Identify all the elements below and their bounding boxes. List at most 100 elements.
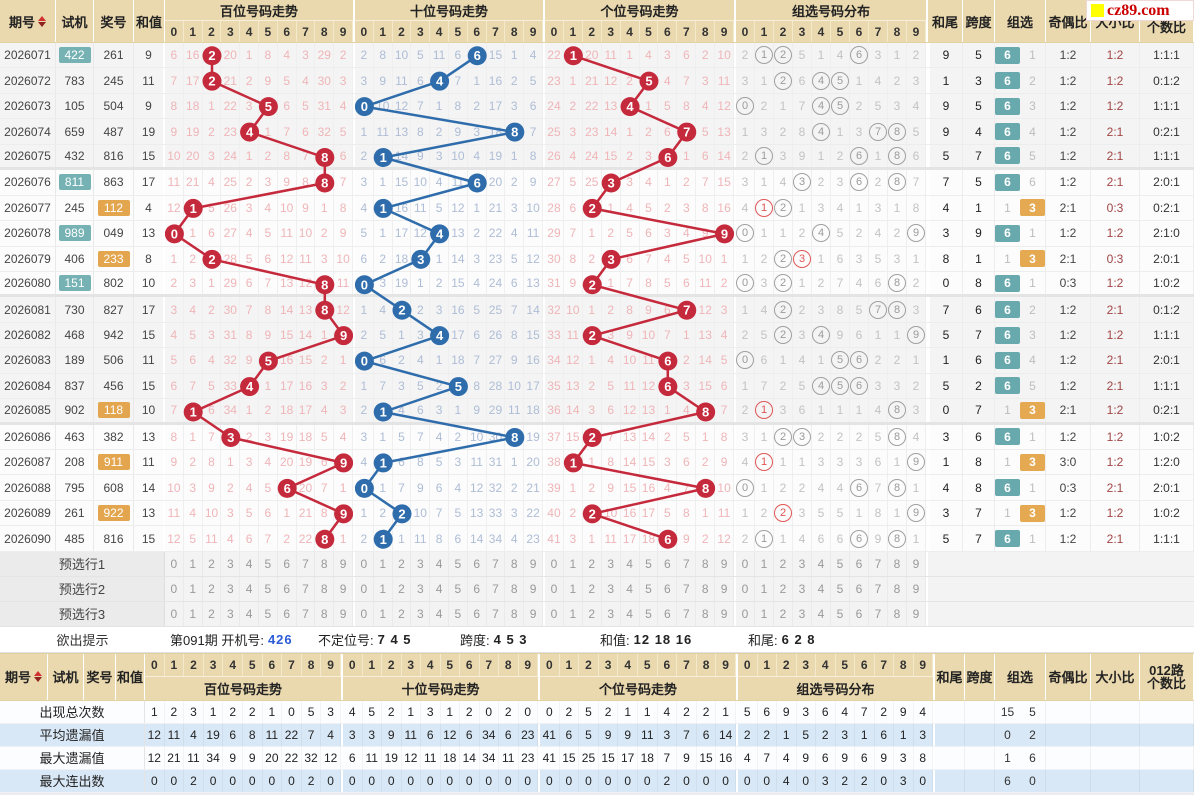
preselect-digit[interactable]: 4 bbox=[430, 551, 449, 576]
preselect-digit[interactable]: 1 bbox=[374, 551, 393, 576]
preselect-digit[interactable]: 1 bbox=[184, 601, 203, 626]
preselect-digit[interactable]: 2 bbox=[203, 576, 222, 601]
preselect-digit[interactable]: 3 bbox=[793, 551, 812, 576]
preselect-digit[interactable]: 8 bbox=[696, 601, 716, 626]
preselect-digit[interactable]: 6 bbox=[468, 576, 487, 601]
preselect-digit[interactable]: 3 bbox=[602, 576, 621, 601]
preselect-digit[interactable]: 7 bbox=[869, 601, 888, 626]
preselect-digit[interactable]: 6 bbox=[850, 576, 869, 601]
preselect-digit[interactable]: 1 bbox=[755, 551, 774, 576]
preselect-digit[interactable]: 7 bbox=[869, 576, 888, 601]
preselect-digit[interactable]: 9 bbox=[715, 551, 735, 576]
preselect-digit[interactable]: 7 bbox=[869, 551, 888, 576]
preselect-digit[interactable]: 1 bbox=[564, 601, 583, 626]
preselect-digit[interactable]: 3 bbox=[221, 551, 241, 576]
preselect-digit[interactable]: 2 bbox=[774, 601, 793, 626]
stats-col-header-qihao[interactable]: 期号 bbox=[0, 653, 48, 700]
preselect-digit[interactable]: 3 bbox=[602, 601, 621, 626]
preselect-digit[interactable]: 9 bbox=[907, 601, 926, 626]
preselect-digit[interactable]: 1 bbox=[184, 576, 203, 601]
preselect-digit[interactable]: 8 bbox=[505, 601, 525, 626]
preselect-digit[interactable]: 5 bbox=[831, 576, 850, 601]
preselect-digit[interactable]: 3 bbox=[602, 551, 621, 576]
preselect-digit[interactable]: 6 bbox=[850, 551, 869, 576]
preselect-digit[interactable]: 5 bbox=[259, 551, 278, 576]
preselect-digit[interactable]: 6 bbox=[658, 601, 678, 626]
preselect-digit[interactable]: 8 bbox=[888, 551, 907, 576]
preselect-digit[interactable]: 5 bbox=[449, 601, 468, 626]
preselect-digit[interactable]: 0 bbox=[165, 601, 184, 626]
preselect-digit[interactable]: 7 bbox=[487, 601, 506, 626]
preselect-digit[interactable]: 7 bbox=[677, 601, 697, 626]
preselect-digit[interactable]: 2 bbox=[203, 551, 222, 576]
preselect-digit[interactable]: 4 bbox=[812, 576, 831, 601]
preselect-digit[interactable]: 3 bbox=[411, 601, 431, 626]
preselect-digit[interactable]: 6 bbox=[278, 601, 297, 626]
preselect-digit[interactable]: 2 bbox=[583, 551, 602, 576]
preselect-digit[interactable]: 5 bbox=[640, 601, 659, 626]
preselect-digit[interactable]: 4 bbox=[240, 601, 259, 626]
preselect-digit[interactable]: 9 bbox=[715, 576, 735, 601]
preselect-digit[interactable]: 4 bbox=[240, 576, 259, 601]
preselect-digit[interactable]: 9 bbox=[524, 601, 543, 626]
preselect-digit[interactable]: 5 bbox=[831, 551, 850, 576]
preselect-digit[interactable]: 8 bbox=[505, 551, 525, 576]
preselect-digit[interactable]: 6 bbox=[658, 576, 678, 601]
preselect-digit[interactable]: 2 bbox=[774, 576, 793, 601]
preselect-digit[interactable]: 2 bbox=[393, 601, 412, 626]
preselect-digit[interactable]: 6 bbox=[278, 576, 297, 601]
preselect-digit[interactable]: 4 bbox=[240, 551, 259, 576]
preselect-digit[interactable]: 5 bbox=[831, 601, 850, 626]
preselect-digit[interactable]: 6 bbox=[278, 551, 297, 576]
preselect-digit[interactable]: 6 bbox=[468, 601, 487, 626]
preselect-digit[interactable]: 7 bbox=[297, 601, 316, 626]
preselect-digit[interactable]: 0 bbox=[355, 576, 374, 601]
preselect-digit[interactable]: 9 bbox=[334, 551, 353, 576]
preselect-digit[interactable]: 3 bbox=[221, 601, 241, 626]
preselect-digit[interactable]: 2 bbox=[774, 551, 793, 576]
preselect-digit[interactable]: 7 bbox=[297, 551, 316, 576]
preselect-digit[interactable]: 4 bbox=[621, 601, 640, 626]
preselect-digit[interactable]: 9 bbox=[907, 551, 926, 576]
preselect-digit[interactable]: 3 bbox=[411, 576, 431, 601]
preselect-digit[interactable]: 5 bbox=[640, 576, 659, 601]
preselect-digit[interactable]: 8 bbox=[888, 601, 907, 626]
preselect-digit[interactable]: 5 bbox=[449, 576, 468, 601]
preselect-digit[interactable]: 5 bbox=[449, 551, 468, 576]
preselect-digit[interactable]: 1 bbox=[374, 601, 393, 626]
preselect-digit[interactable]: 9 bbox=[334, 576, 353, 601]
preselect-digit[interactable]: 7 bbox=[297, 576, 316, 601]
preselect-digit[interactable]: 2 bbox=[393, 551, 412, 576]
preselect-digit[interactable]: 4 bbox=[621, 551, 640, 576]
preselect-digit[interactable]: 8 bbox=[315, 551, 335, 576]
preselect-digit[interactable]: 0 bbox=[165, 576, 184, 601]
preselect-digit[interactable]: 8 bbox=[315, 576, 335, 601]
preselect-digit[interactable]: 9 bbox=[907, 576, 926, 601]
preselect-digit[interactable]: 1 bbox=[755, 601, 774, 626]
preselect-digit[interactable]: 3 bbox=[793, 576, 812, 601]
preselect-digit[interactable]: 9 bbox=[524, 551, 543, 576]
preselect-digit[interactable]: 6 bbox=[850, 601, 869, 626]
preselect-digit[interactable]: 0 bbox=[165, 551, 184, 576]
preselect-digit[interactable]: 1 bbox=[564, 551, 583, 576]
preselect-digit[interactable]: 7 bbox=[677, 551, 697, 576]
preselect-digit[interactable]: 5 bbox=[259, 576, 278, 601]
preselect-digit[interactable]: 8 bbox=[696, 551, 716, 576]
col-header-qihao[interactable]: 期号 bbox=[0, 0, 56, 42]
preselect-digit[interactable]: 2 bbox=[203, 601, 222, 626]
preselect-digit[interactable]: 1 bbox=[374, 576, 393, 601]
preselect-digit[interactable]: 0 bbox=[545, 551, 564, 576]
preselect-digit[interactable]: 1 bbox=[564, 576, 583, 601]
preselect-digit[interactable]: 7 bbox=[487, 576, 506, 601]
preselect-digit[interactable]: 0 bbox=[355, 551, 374, 576]
preselect-digit[interactable]: 2 bbox=[583, 601, 602, 626]
preselect-digit[interactable]: 0 bbox=[545, 601, 564, 626]
preselect-digit[interactable]: 1 bbox=[755, 576, 774, 601]
preselect-digit[interactable]: 2 bbox=[393, 576, 412, 601]
preselect-digit[interactable]: 9 bbox=[334, 601, 353, 626]
preselect-digit[interactable]: 5 bbox=[640, 551, 659, 576]
preselect-digit[interactable]: 3 bbox=[793, 601, 812, 626]
preselect-digit[interactable]: 4 bbox=[812, 551, 831, 576]
preselect-digit[interactable]: 0 bbox=[355, 601, 374, 626]
preselect-digit[interactable]: 0 bbox=[736, 601, 755, 626]
